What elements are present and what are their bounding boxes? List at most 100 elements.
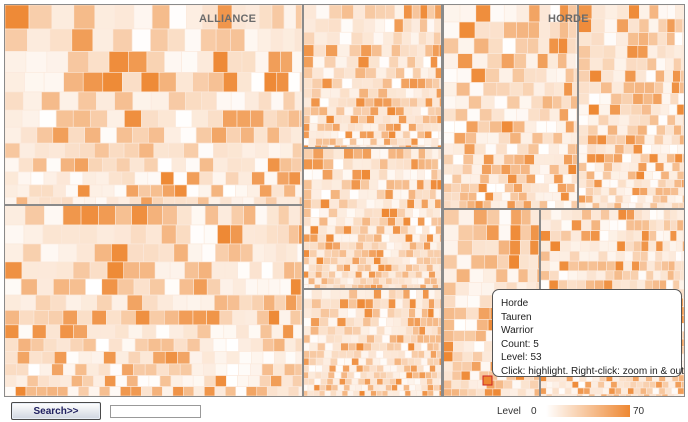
treemap-cell[interactable]	[351, 31, 364, 46]
treemap-cell[interactable]	[498, 200, 508, 210]
treemap-cell[interactable]	[585, 195, 594, 204]
treemap-cell[interactable]	[352, 147, 363, 160]
treemap-cell[interactable]	[519, 95, 532, 110]
treemap-cell[interactable]	[409, 256, 417, 265]
treemap-cell[interactable]	[525, 388, 535, 396]
treemap-cell[interactable]	[365, 198, 376, 209]
treemap-cell[interactable]	[349, 384, 357, 392]
treemap-cell[interactable]	[173, 243, 189, 263]
treemap-cell[interactable]	[123, 261, 140, 280]
treemap-cell[interactable]	[292, 51, 303, 73]
treemap-cell[interactable]	[457, 240, 473, 256]
treemap-cell[interactable]	[57, 386, 69, 396]
treemap-cell[interactable]	[430, 350, 437, 359]
treemap-cell[interactable]	[644, 171, 653, 180]
treemap-cell[interactable]	[16, 184, 30, 198]
treemap-cell[interactable]	[43, 338, 58, 352]
treemap-cell[interactable]	[330, 88, 341, 99]
treemap-cell[interactable]	[78, 386, 90, 396]
treemap-cell[interactable]	[482, 351, 493, 362]
treemap-cell[interactable]	[199, 338, 214, 352]
treemap-cell[interactable]	[365, 233, 375, 243]
treemap-cell[interactable]	[312, 158, 324, 170]
treemap-cell[interactable]	[256, 310, 269, 326]
treemap-cell[interactable]	[418, 147, 426, 160]
treemap-cell[interactable]	[544, 154, 555, 165]
treemap-cell[interactable]	[670, 187, 679, 196]
treemap-cell[interactable]	[676, 208, 684, 221]
treemap-cell[interactable]	[470, 68, 486, 83]
treemap-cell[interactable]	[513, 183, 523, 193]
treemap-cell[interactable]	[420, 249, 428, 258]
treemap-cell[interactable]	[355, 342, 365, 352]
treemap-cell[interactable]	[308, 130, 317, 139]
treemap-cell[interactable]	[676, 104, 684, 116]
treemap-cell[interactable]	[403, 106, 413, 116]
treemap-cell[interactable]	[518, 192, 528, 202]
treemap-cell[interactable]	[577, 81, 590, 94]
treemap-cell[interactable]	[341, 271, 349, 279]
treemap-cell[interactable]	[623, 81, 635, 94]
treemap-cell[interactable]	[610, 171, 620, 180]
treemap-cell[interactable]	[56, 338, 71, 352]
treemap-cell[interactable]	[648, 18, 659, 33]
treemap-cell[interactable]	[397, 350, 406, 359]
treemap-cell[interactable]	[631, 153, 641, 164]
treemap-cell[interactable]	[462, 351, 473, 362]
treemap-cell[interactable]	[263, 109, 277, 128]
treemap-cell[interactable]	[434, 18, 442, 33]
treemap-cell[interactable]	[71, 375, 83, 387]
treemap-cell[interactable]	[473, 341, 485, 353]
treemap-cell[interactable]	[636, 279, 646, 290]
treemap-cell[interactable]	[660, 171, 670, 180]
treemap-cell[interactable]	[381, 390, 389, 396]
treemap-cell[interactable]	[420, 317, 428, 327]
treemap-cell[interactable]	[385, 384, 392, 392]
treemap-cell[interactable]	[421, 390, 429, 396]
treemap-cell[interactable]	[524, 68, 537, 83]
treemap-cell[interactable]	[673, 57, 682, 71]
treemap-cell[interactable]	[550, 230, 562, 242]
treemap-cell[interactable]	[607, 195, 616, 204]
treemap-cell[interactable]	[401, 179, 410, 191]
treemap-cell[interactable]	[164, 51, 182, 73]
treemap-cell[interactable]	[509, 192, 519, 202]
treemap-cell[interactable]	[644, 195, 653, 204]
treemap-cell[interactable]	[666, 32, 676, 46]
treemap-cell[interactable]	[374, 115, 383, 124]
treemap-cell[interactable]	[253, 126, 268, 144]
treemap-cell[interactable]	[129, 196, 142, 206]
treemap-cell[interactable]	[472, 224, 487, 241]
treemap-cell[interactable]	[158, 72, 177, 93]
treemap-cell[interactable]	[520, 208, 532, 226]
treemap-cell[interactable]	[368, 350, 377, 359]
treemap-cell[interactable]	[309, 123, 318, 132]
treemap-cell[interactable]	[426, 378, 433, 386]
treemap-cell[interactable]	[268, 278, 281, 296]
treemap-cell[interactable]	[392, 225, 401, 235]
treemap-cell[interactable]	[36, 386, 48, 396]
treemap-cell[interactable]	[43, 72, 64, 93]
treemap-cell[interactable]	[668, 260, 676, 272]
treemap-cell[interactable]	[464, 330, 476, 342]
treemap-cell[interactable]	[257, 28, 272, 52]
treemap-cell[interactable]	[456, 68, 472, 83]
treemap-cell[interactable]	[519, 254, 530, 270]
treemap-cell[interactable]	[539, 183, 550, 193]
treemap-cell[interactable]	[318, 217, 328, 227]
treemap-cell[interactable]	[203, 224, 218, 245]
treemap-cell[interactable]	[321, 288, 332, 300]
treemap-cell[interactable]	[676, 171, 684, 180]
treemap-cell[interactable]	[56, 171, 71, 186]
treemap-cell[interactable]	[219, 310, 233, 326]
treemap-cell[interactable]	[5, 204, 26, 226]
treemap-cell[interactable]	[347, 123, 356, 132]
treemap-cell[interactable]	[370, 264, 379, 272]
treemap-cell[interactable]	[453, 341, 464, 353]
treemap-cell[interactable]	[346, 56, 359, 69]
treemap-cell[interactable]	[499, 68, 513, 83]
treemap-cell[interactable]	[506, 143, 518, 155]
treemap-cell[interactable]	[664, 387, 672, 395]
treemap-cell[interactable]	[599, 93, 612, 105]
treemap-cell[interactable]	[442, 154, 454, 165]
